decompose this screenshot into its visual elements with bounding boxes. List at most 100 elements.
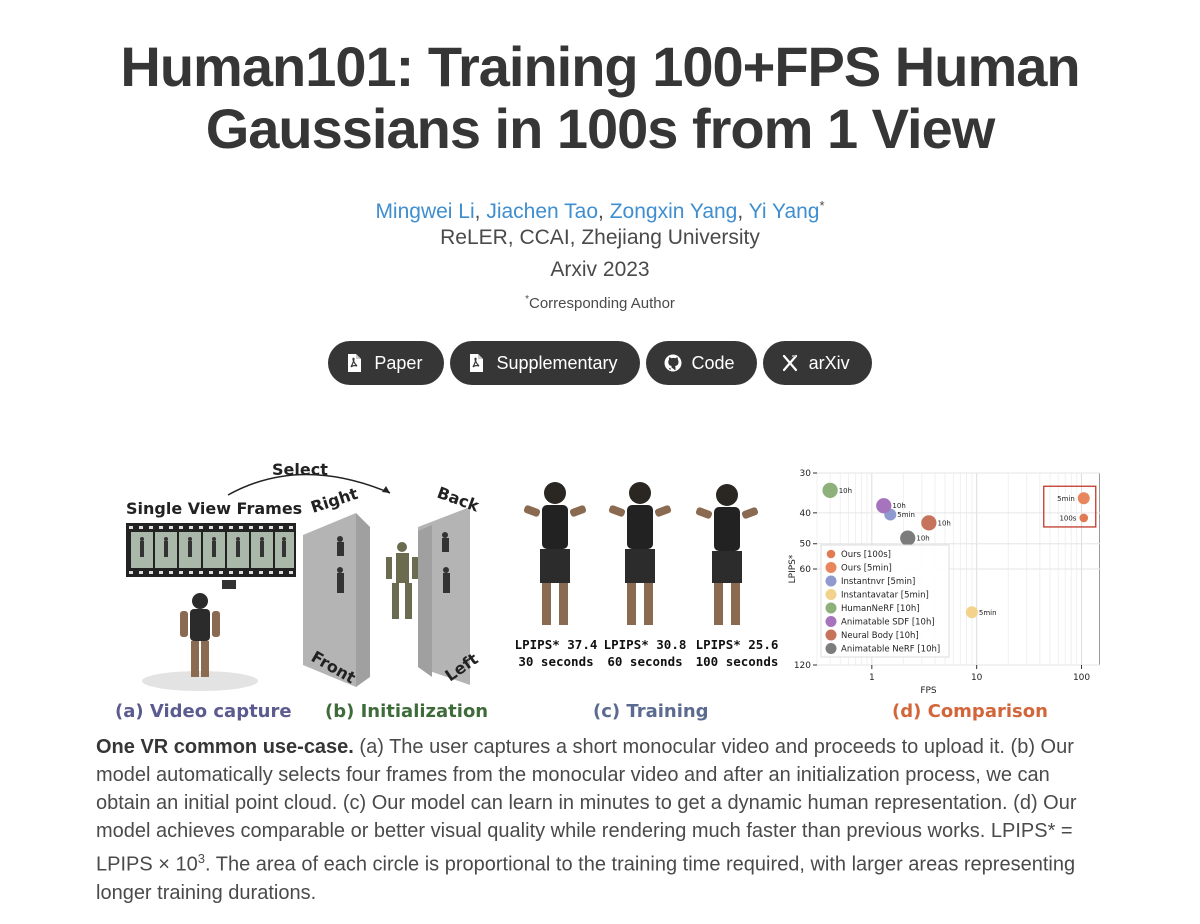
author-link[interactable]: Yi Yang xyxy=(748,200,820,223)
legend-label: Instantavatar [5min] xyxy=(841,591,929,601)
venue: Arxiv 2023 xyxy=(550,258,650,281)
figure-illustration: Single View Frames xyxy=(126,460,1101,696)
panel-d-caption: (d) Comparison xyxy=(892,701,1048,722)
point-label: 10h xyxy=(938,519,951,527)
point-cloud xyxy=(386,542,418,619)
point-label: 5min xyxy=(897,511,915,519)
time-label: 100 seconds xyxy=(696,654,779,669)
caption-body: (a) The user captures a short monocular … xyxy=(96,736,1077,876)
corresponding-note: *Corresponding Author xyxy=(0,294,1200,312)
data-point xyxy=(965,606,978,619)
legend-label: Neural Body [10h] xyxy=(841,631,919,641)
paper-button[interactable]: Paper xyxy=(328,341,445,385)
x-axis-label: FPS xyxy=(920,686,937,696)
panel-b-caption: (b) Initialization xyxy=(325,701,489,722)
x-tick-label: 1 xyxy=(869,673,875,683)
corresponding-mark: * xyxy=(525,294,529,305)
training-result-2 xyxy=(608,482,672,625)
x-tick-label: 100 xyxy=(1073,673,1090,683)
legend-marker xyxy=(825,602,837,614)
legend-label: Ours [5min] xyxy=(841,564,892,574)
legend-label: Animatable SDF [10h] xyxy=(841,618,935,628)
legend-marker xyxy=(825,589,837,600)
panel-c-caption: (c) Training xyxy=(593,701,709,722)
legend-marker xyxy=(826,549,836,559)
caption-tail: . The area of each circle is proportiona… xyxy=(96,853,1076,904)
author-link[interactable]: Zongxin Yang xyxy=(609,200,738,223)
lpips-label: LPIPS* 37.4 xyxy=(515,637,598,652)
legend-box xyxy=(820,544,950,658)
legend-label: Instantnvr [5min] xyxy=(841,577,915,587)
data-point xyxy=(1079,513,1089,523)
person-silhouette xyxy=(180,593,220,677)
time-label: 30 seconds xyxy=(518,654,593,669)
caption-superscript: 3 xyxy=(197,851,205,866)
camera-icon xyxy=(222,580,236,589)
arxiv-label: arXiv xyxy=(808,352,850,373)
title-line-2: Gaussians in 100s from 1 View xyxy=(205,97,996,160)
data-point xyxy=(1077,492,1090,505)
single-view-frames-label: Single View Frames xyxy=(126,499,302,518)
point-label: 5min xyxy=(979,609,997,617)
code-label: Code xyxy=(691,352,735,373)
training-result-1 xyxy=(523,482,587,625)
github-icon xyxy=(664,354,682,372)
link-buttons: Paper Supplementary Code arXiv xyxy=(0,341,1200,385)
corresponding-mark: * xyxy=(819,198,825,213)
view-back-label: Back xyxy=(435,483,482,516)
code-button[interactable]: Code xyxy=(645,341,757,385)
view-right-label: Right xyxy=(308,484,360,517)
author-link[interactable]: Mingwei Li xyxy=(375,200,475,223)
video-capture-panel: Single View Frames xyxy=(126,460,391,691)
point-label: 10h xyxy=(916,535,929,543)
point-label: 10h xyxy=(892,502,905,510)
y-tick-label: 60 xyxy=(800,565,812,575)
time-label: 60 seconds xyxy=(607,654,682,669)
point-label: 10h xyxy=(839,487,852,495)
paper-label: Paper xyxy=(374,352,423,373)
y-tick-label: 120 xyxy=(794,661,811,671)
lpips-label: LPIPS* 30.8 xyxy=(604,637,687,652)
y-tick-label: 50 xyxy=(800,540,812,550)
legend-label: HumanNeRF [10h] xyxy=(841,604,920,614)
y-tick-label: 40 xyxy=(800,509,812,519)
data-point xyxy=(921,515,937,531)
affiliation: ReLER, CCAI, Zhejiang University xyxy=(440,226,760,249)
legend-marker xyxy=(825,575,837,587)
initialization-panel: Right Back Front Left xyxy=(303,483,482,688)
highlight-box xyxy=(1043,485,1097,528)
legend-marker xyxy=(825,562,837,573)
pdf-icon xyxy=(468,354,486,372)
y-axis-label: LPIPS* xyxy=(788,554,798,583)
legend-label: Animatable NeRF [10h] xyxy=(841,645,940,655)
point-label: 5min xyxy=(1057,495,1075,503)
caption-lead: One VR common use-case. xyxy=(96,736,354,758)
legend-marker xyxy=(825,643,837,654)
x-tick-label: 10 xyxy=(971,673,983,683)
supplementary-button[interactable]: Supplementary xyxy=(450,341,640,385)
corresponding-note-text: Corresponding Author xyxy=(528,295,675,312)
point-label: 100s xyxy=(1059,514,1076,522)
y-tick-label: 30 xyxy=(800,469,812,479)
pdf-icon xyxy=(346,354,364,372)
lpips-label: LPIPS* 25.6 xyxy=(696,637,779,652)
author-list: Mingwei Li, Jiachen Tao, Zongxin Yang, Y… xyxy=(375,198,825,223)
data-point xyxy=(822,482,838,498)
title-line-1: Human101: Training 100+FPS Human xyxy=(120,35,1080,98)
supplementary-label: Supplementary xyxy=(496,352,618,373)
arxiv-icon xyxy=(781,354,799,372)
page-title: Human101: Training 100+FPS Human Gaussia… xyxy=(0,36,1200,160)
legend-marker xyxy=(825,616,837,627)
figure-caption: One VR common use-case. (a) The user cap… xyxy=(96,733,1106,907)
author-link[interactable]: Jiachen Tao xyxy=(486,200,599,223)
legend-label: Ours [100s] xyxy=(841,550,891,560)
legend-marker xyxy=(825,629,837,641)
arxiv-button[interactable]: arXiv xyxy=(762,341,872,385)
comparison-chart: 1 10 100 30 40 50 60 120 FPS LPIPS* 100s 5min 5min 5m… xyxy=(788,469,1101,696)
data-point xyxy=(900,530,916,546)
panel-a-caption: (a) Video capture xyxy=(115,701,292,722)
select-label: Select xyxy=(272,460,328,479)
training-panel: LPIPS* 37.4 30 seconds LPIPS* 30.8 60 se… xyxy=(515,482,779,669)
data-point xyxy=(876,498,892,514)
teaser-figure: Single View Frames xyxy=(100,455,1101,730)
